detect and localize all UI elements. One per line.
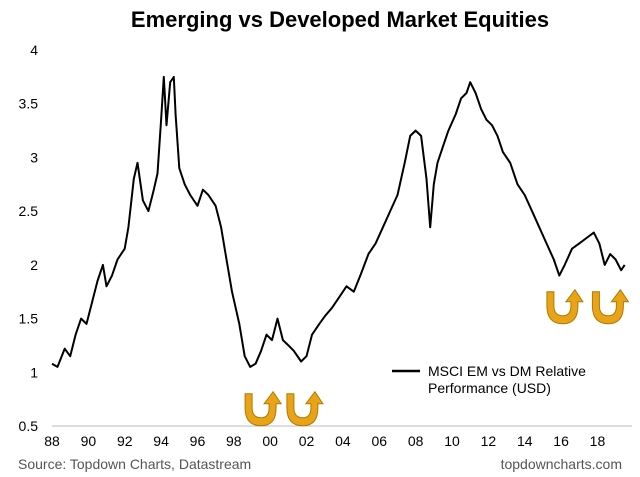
annotation-layer [244,288,630,427]
x-tick-label: 90 [81,433,97,449]
series-layer [51,75,626,368]
legend-label-line1: MSCI EM vs DM Relative [428,363,586,379]
x-tick-label: 10 [444,433,460,449]
x-tick-label: 92 [117,433,133,449]
x-tick-label: 98 [226,433,242,449]
x-tick-label: 14 [517,433,533,449]
site-credit: topdowncharts.com [501,456,622,472]
rebound-arrow-icon [591,288,630,325]
y-tick-label: 1 [30,364,38,380]
x-tick-label: 06 [371,433,387,449]
legend-label-line2: Performance (USD) [428,380,551,396]
x-tick-label: 04 [335,433,351,449]
series-line [51,75,626,368]
y-tick-label: 2.5 [19,203,39,219]
y-tick-label: 2 [30,257,38,273]
x-tick-label: 08 [408,433,424,449]
x-tick-label: 02 [299,433,315,449]
y-tick-label: 3.5 [19,96,39,112]
y-tick-label: 4 [30,42,38,58]
rebound-arrow-icon [286,390,324,427]
x-tick-label: 00 [262,433,278,449]
y-axis-ticks: 4 3.5 3 2.5 2 1.5 1 0.5 [19,42,39,434]
x-tick-label: 12 [481,433,497,449]
source-note: Source: Topdown Charts, Datastream [18,456,251,472]
chart-title: Emerging vs Developed Market Equities [131,7,549,32]
x-tick-label: 88 [44,433,60,449]
x-tick-label: 16 [553,433,569,449]
x-axis-ticks: 88 90 92 94 96 98 00 02 04 06 08 10 12 14 16 18 [44,433,605,449]
legend: MSCI EM vs DM Relative Performance (USD) [392,363,586,396]
x-tick-label: 96 [190,433,206,449]
x-tick-label: 18 [590,433,606,449]
x-tick-label: 94 [153,433,169,449]
y-tick-label: 0.5 [19,418,39,434]
rebound-arrow-icon [244,390,283,427]
y-tick-label: 3 [30,149,38,165]
y-tick-label: 1.5 [19,311,39,327]
rebound-arrow-icon [546,288,584,325]
